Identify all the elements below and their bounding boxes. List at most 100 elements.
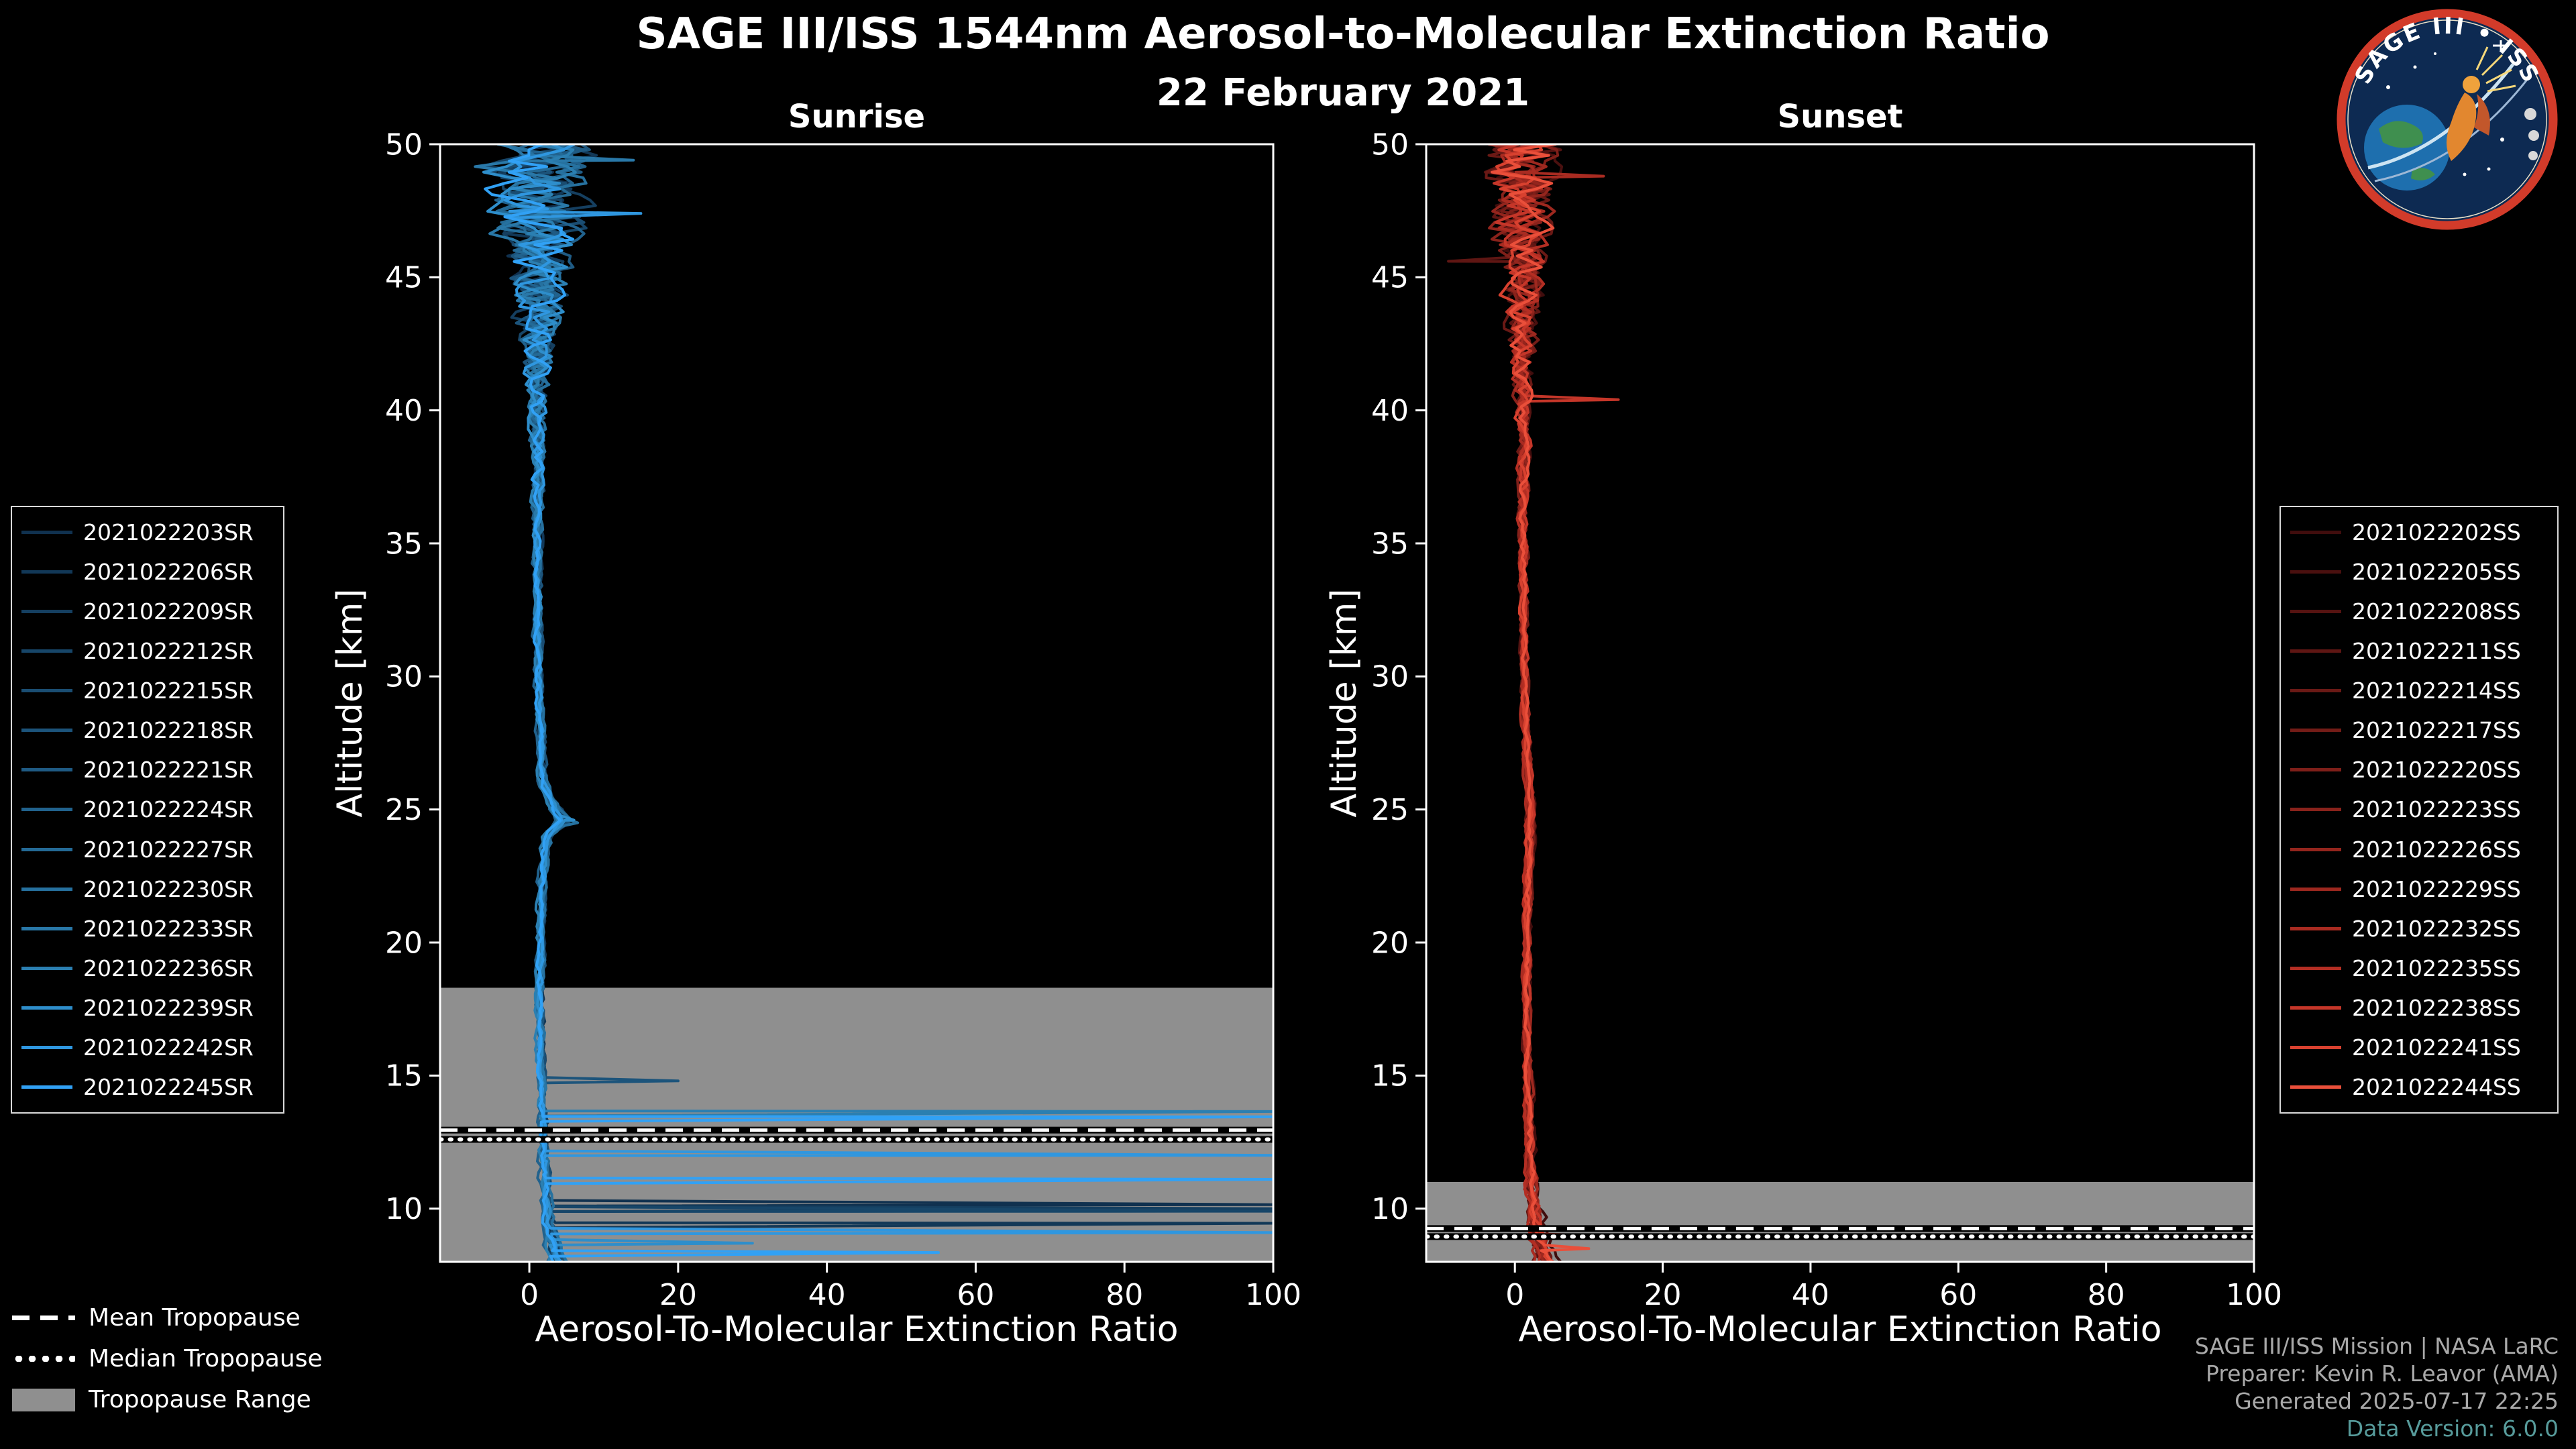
earth-land-2 [2411,168,2435,180]
patch-inner-ring [2347,19,2547,219]
legend-item: 2021022227SR [21,837,274,863]
tropopause-range-swatch [12,1388,75,1411]
y-tick-label: 35 [1371,527,1409,561]
y-tick-label: 25 [1371,793,1409,827]
mean-tropopause-legend-item: Mean Tropopause [12,1304,323,1332]
legend-item: 2021022215SR [21,678,274,704]
plot-border [439,143,1275,1263]
y-tick-label: 35 [385,527,423,561]
legend-item: 2021022229SS [2290,876,2548,902]
x-tick-label: 40 [1792,1278,1829,1312]
legend-item: 2021022205SS [2290,559,2548,585]
legend-item-label: 2021022242SR [83,1034,254,1061]
legend-line-swatch [2290,808,2341,812]
legend-item: 2021022221SR [21,757,274,783]
footer-generated: Generated 2025-07-17 22:25 [2235,1388,2559,1414]
legend-item: 2021022239SR [21,995,274,1021]
x-tick-label: 100 [2226,1278,2282,1312]
legend-item-label: 2021022239SR [83,994,254,1021]
legend-item-label: 2021022230SR [83,875,254,902]
y-tick-label: 10 [1371,1192,1409,1226]
tropopause-legend: Mean Tropopause Median Tropopause Tropop… [12,1304,323,1413]
x-tick-label: 20 [1644,1278,1682,1312]
legend-item-label: 2021022202SS [2352,519,2521,546]
sun-figure-robe [2474,94,2490,136]
legend-item-label: 2021022217SS [2352,717,2521,744]
legend-line-swatch [21,531,72,535]
median-tropopause-dotted-swatch [12,1356,75,1362]
legend-line-swatch [2290,847,2341,851]
legend-line-swatch [2290,1006,2341,1010]
legend-item-label: 2021022227SR [83,836,254,863]
legend-item-label: 2021022238SS [2352,994,2521,1021]
legend-line-swatch [2290,926,2341,930]
legend-item: 2021022211SS [2290,638,2548,664]
legend-item: 2021022238SS [2290,995,2548,1021]
legend-item-label: 2021022220SS [2352,757,2521,784]
median-tropopause-legend-item: Median Tropopause [12,1345,323,1373]
plot-border [1425,143,2255,1263]
legend-line-swatch [21,570,72,574]
x-tick-label: 100 [1245,1278,1301,1312]
legend-item-label: 2021022209SR [83,598,254,625]
earth-land [2379,121,2423,148]
legend-line-swatch [2290,649,2341,653]
y-tick-label: 15 [385,1059,423,1093]
legend-line-swatch [21,966,72,970]
footer-mission: SAGE III/ISS Mission | NASA LaRC [2194,1333,2559,1359]
legend-line-swatch [2290,887,2341,891]
y-tick-label: 50 [1371,127,1409,162]
iss-glyph [2493,40,2509,51]
legend-line-swatch [21,1045,72,1049]
legend-item-label: 2021022226SS [2352,836,2521,863]
x-tick-label: 60 [957,1278,994,1312]
sunrise-panel-title: Sunrise [788,98,926,136]
legend-line-swatch [2290,570,2341,574]
legend-item: 2021022212SR [21,638,274,664]
legend-item: 2021022217SS [2290,717,2548,743]
legend-line-swatch [2290,729,2341,733]
profile-line-2021022244SS [1491,144,1591,1262]
x-tick-label: 80 [2088,1278,2125,1312]
legend-item-label: 2021022221SR [83,757,254,784]
mean-tropopause-dashed-swatch [12,1316,75,1320]
legend-line-swatch [2290,966,2341,970]
legend-item-label: 2021022212SR [83,638,254,665]
sunset-y-axis-label: Altitude [km] [1324,588,1364,818]
sun-figure-body [2447,93,2477,161]
x-tick-label: 40 [808,1278,846,1312]
legend-line-swatch [21,610,72,614]
legend-item-label: 2021022205SS [2352,559,2521,586]
legend-item-label: 2021022232SS [2352,915,2521,942]
y-tick-label: 50 [385,127,423,162]
sunset-panel-title: Sunset [1777,98,1903,136]
x-tick-label: 0 [1505,1278,1524,1312]
x-tick-label: 60 [1939,1278,1977,1312]
legend-item: 2021022223SS [2290,796,2548,822]
legend-item: 2021022230SR [21,876,274,902]
legend-item-label: 2021022223SS [2352,796,2521,823]
mean-tropopause-label: Mean Tropopause [89,1304,301,1332]
legend-item-label: 2021022236SR [83,955,254,981]
legend-item-label: 2021022235SS [2352,955,2521,981]
y-tick-label: 20 [385,926,423,960]
legend-item: 2021022218SR [21,717,274,743]
y-tick-label: 20 [1371,926,1409,960]
legend-item-label: 2021022206SR [83,559,254,586]
legend-item-label: 2021022214SS [2352,678,2521,704]
sunrise-x-axis-label: Aerosol-To-Molecular Extinction Ratio [535,1309,1179,1350]
legend-line-swatch [21,926,72,930]
legend-item-label: 2021022241SS [2352,1034,2521,1061]
tropopause-range-band [440,987,1273,1262]
legend-item-label: 2021022203SR [83,519,254,546]
legend-line-swatch [21,689,72,693]
legend-line-swatch [21,1006,72,1010]
legend-line-swatch [21,847,72,851]
x-tick-label: 20 [659,1278,697,1312]
legend-item-label: 2021022244SS [2352,1073,2521,1100]
legend-item-label: 2021022245SR [83,1073,254,1100]
tropopause-range-label: Tropopause Range [89,1386,311,1413]
legend-line-swatch [2290,610,2341,614]
y-tick-label: 30 [385,660,423,694]
